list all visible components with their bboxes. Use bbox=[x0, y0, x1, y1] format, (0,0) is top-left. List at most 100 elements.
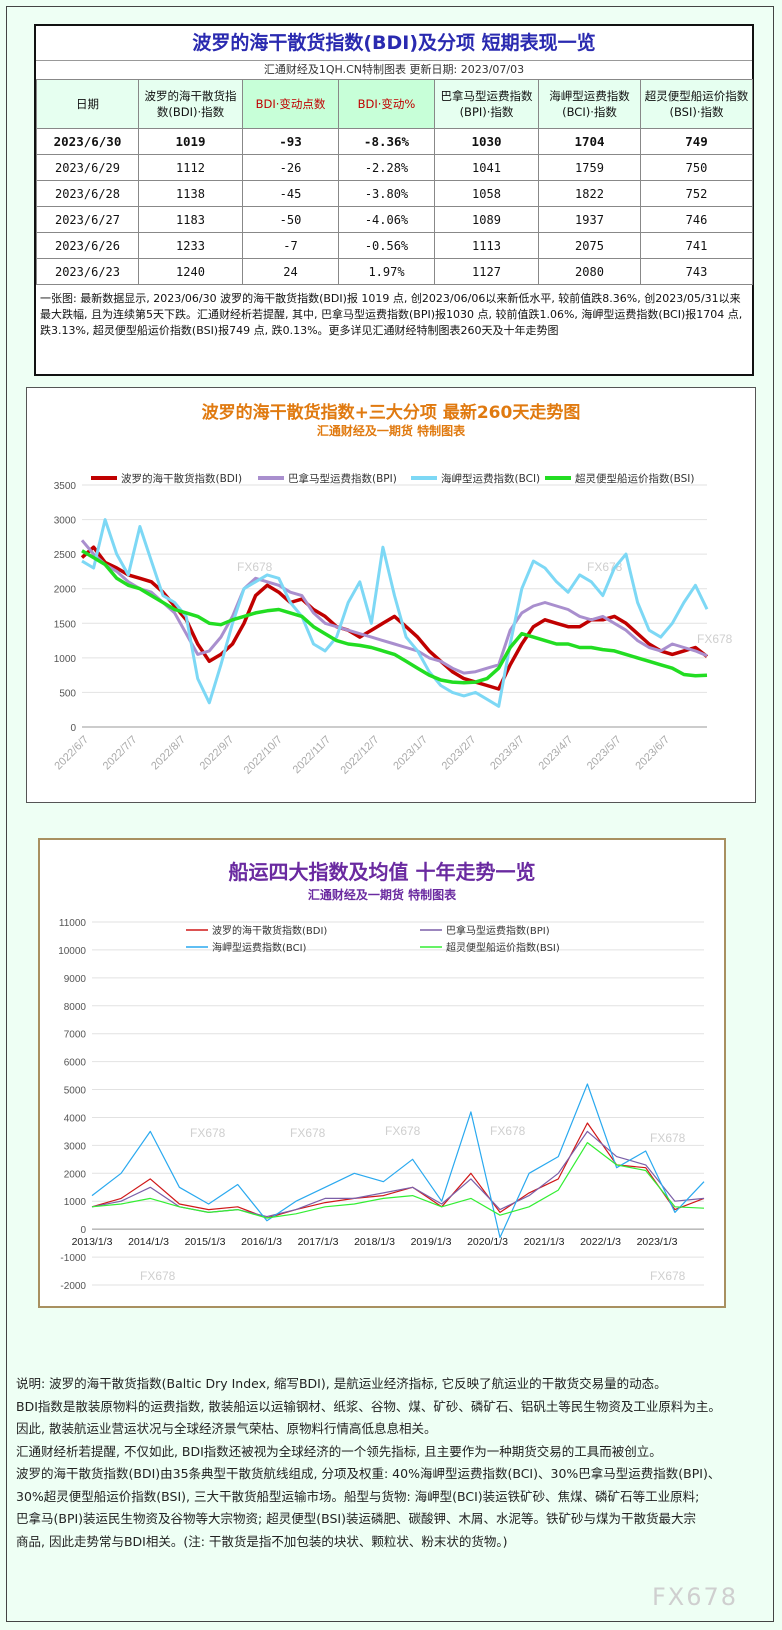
cell: 2075 bbox=[538, 232, 641, 259]
col-header-bdi-change-pct: BDI·变动% bbox=[338, 79, 435, 129]
y-tick-label: -1000 bbox=[60, 1253, 86, 1264]
description-line: 30%超灵便型船运价指数(BSI), 三大干散货船型运输市场。船型与货物: 海岬… bbox=[16, 1488, 700, 1504]
y-tick-label: -2000 bbox=[60, 1281, 86, 1292]
cell: 2023/6/23 bbox=[36, 258, 139, 285]
chart1-subtitle: 汇通财经及一期货 特制图表 bbox=[316, 424, 466, 438]
description-line: 说明: 波罗的海干散货指数(Baltic Dry Index, 缩写BDI), … bbox=[16, 1376, 667, 1391]
cell: 752 bbox=[640, 180, 753, 207]
x-tick-label: 2020/1/3 bbox=[467, 1236, 508, 1248]
description-line: 因此, 散装航运业营运状况与全球经济景气荣枯、原物料行情高低息息相关。 bbox=[16, 1421, 437, 1436]
legend-label: 巴拿马型运费指数(BPI) bbox=[288, 472, 397, 485]
x-tick-label: 2023/3/7 bbox=[488, 734, 527, 773]
index-table: 日期 波罗的海干散货指数(BDI)·指数 BDI·变动点数 BDI·变动% 巴拿… bbox=[36, 79, 753, 285]
watermark-label: FX678 bbox=[190, 1126, 226, 1140]
series-line bbox=[81, 549, 708, 685]
table-row: 2023/6/29 1112 -26 -2.28% 1041 1759 750 bbox=[36, 154, 753, 181]
y-tick-label: 3500 bbox=[54, 481, 77, 492]
watermark-label: FX678 bbox=[290, 1126, 326, 1140]
cell: 750 bbox=[640, 154, 753, 181]
watermark-label: FX678 bbox=[650, 1269, 686, 1283]
col-header-bci: 海岬型运费指数(BCI)·指数 bbox=[538, 79, 641, 129]
y-tick-label: 9000 bbox=[64, 974, 87, 985]
cell: -7 bbox=[242, 232, 339, 259]
watermark-label: FX678 bbox=[650, 1131, 686, 1145]
x-tick-label: 2013/1/3 bbox=[72, 1236, 113, 1248]
x-tick-label: 2022/1/3 bbox=[580, 1236, 621, 1248]
x-tick-label: 2017/1/3 bbox=[298, 1236, 339, 1248]
x-tick-label: 2023/5/7 bbox=[585, 734, 624, 773]
legend-label: 波罗的海干散货指数(BDI) bbox=[121, 472, 242, 485]
table-row: 2023/6/23 1240 24 1.97% 1127 2080 743 bbox=[36, 258, 753, 285]
y-tick-label: 8000 bbox=[64, 1002, 87, 1013]
cell: -50 bbox=[242, 206, 339, 233]
y-tick-label: 4000 bbox=[64, 1113, 87, 1124]
cell: 2080 bbox=[538, 258, 641, 285]
y-tick-label: 0 bbox=[70, 723, 76, 734]
watermark-label: FX678 bbox=[140, 1269, 176, 1283]
cell: 1030 bbox=[434, 128, 539, 155]
x-tick-label: 2015/1/3 bbox=[185, 1236, 226, 1248]
y-tick-label: 3000 bbox=[54, 516, 77, 527]
col-header-date: 日期 bbox=[36, 79, 139, 129]
table-row: 2023/6/27 1183 -50 -4.06% 1089 1937 746 bbox=[36, 206, 753, 233]
y-tick-label: 7000 bbox=[64, 1030, 87, 1041]
cell: 2023/6/29 bbox=[36, 154, 139, 181]
cell: -45 bbox=[242, 180, 339, 207]
page-frame bbox=[6, 6, 774, 1622]
x-tick-label: 2021/1/3 bbox=[524, 1236, 565, 1248]
y-tick-label: 11000 bbox=[59, 918, 87, 929]
chart-ten-year: 船运四大指数及均值 十年走势一览 汇通财经及一期货 特制图表 -2000 -100… bbox=[38, 838, 726, 1308]
cell: 1233 bbox=[138, 232, 243, 259]
y-tick-label: 2000 bbox=[64, 1169, 87, 1180]
watermark-label: FX678 bbox=[587, 560, 623, 574]
cell: 1822 bbox=[538, 180, 641, 207]
cell: 1704 bbox=[538, 128, 641, 155]
cell: 2023/6/28 bbox=[36, 180, 139, 207]
cell: -26 bbox=[242, 154, 339, 181]
cell: 746 bbox=[640, 206, 753, 233]
legend-label: 海岬型运费指数(BCI) bbox=[212, 941, 307, 954]
cell: 749 bbox=[640, 128, 753, 155]
cell: 1041 bbox=[434, 154, 539, 181]
chart1-plot: 0 500 1000 1500 2000 2500 3000 3500 FX678 FX678 FX… bbox=[52, 472, 732, 777]
y-tick-label: 1500 bbox=[54, 619, 77, 630]
legend-label: 海岬型运费指数(BCI) bbox=[441, 472, 540, 485]
chart1-title: 波罗的海干散货指数+三大分项 最新260天走势图 bbox=[201, 403, 581, 423]
cell: -0.56% bbox=[338, 232, 435, 259]
series-line bbox=[91, 1130, 705, 1218]
x-tick-label: 2022/11/7 bbox=[291, 734, 334, 777]
cell: -8.36% bbox=[338, 128, 435, 155]
cell: 1127 bbox=[434, 258, 539, 285]
legend-label: 超灵便型船运价指数(BSI) bbox=[575, 472, 694, 485]
cell: 1019 bbox=[138, 128, 243, 155]
table-row: 2023/6/30 1019 -93 -8.36% 1030 1704 749 bbox=[36, 128, 753, 155]
x-tick-label: 2019/1/3 bbox=[411, 1236, 452, 1248]
table-subtitle: 汇通财经及1QH.CN特制图表 更新日期: 2023/07/03 bbox=[36, 61, 752, 79]
cell: 1112 bbox=[138, 154, 243, 181]
x-tick-label: 2014/1/3 bbox=[128, 1236, 169, 1248]
cell: 1.97% bbox=[338, 258, 435, 285]
x-tick-label: 2023/1/3 bbox=[637, 1236, 678, 1248]
col-header-bdi: 波罗的海干散货指数(BDI)·指数 bbox=[138, 79, 243, 129]
series-line bbox=[91, 1142, 705, 1219]
y-tick-label: 0 bbox=[80, 1225, 86, 1236]
cell: 1089 bbox=[434, 206, 539, 233]
y-tick-label: 1000 bbox=[64, 1197, 87, 1208]
y-tick-label: 2000 bbox=[54, 585, 77, 596]
cell: 1240 bbox=[138, 258, 243, 285]
cell: 1058 bbox=[434, 180, 539, 207]
x-tick-label: 2023/4/7 bbox=[537, 734, 576, 773]
x-tick-label: 2022/7/7 bbox=[101, 734, 140, 773]
x-tick-label: 2022/10/7 bbox=[242, 734, 285, 777]
summary-note: 一张图: 最新数据显示, 2023/06/30 波罗的海干散货指数(BDI)报 … bbox=[40, 292, 743, 337]
cell: 24 bbox=[242, 258, 339, 285]
x-tick-label: 2022/9/7 bbox=[198, 734, 237, 773]
cell: 2023/6/30 bbox=[36, 128, 139, 155]
table-row: 2023/6/26 1233 -7 -0.56% 1113 2075 741 bbox=[36, 232, 753, 259]
cell: 1183 bbox=[138, 206, 243, 233]
table-row: 2023/6/28 1138 -45 -3.80% 1058 1822 752 bbox=[36, 180, 753, 207]
x-tick-label: 2023/1/7 bbox=[391, 734, 430, 773]
col-header-bpi: 巴拿马型运费指数(BPI)·指数 bbox=[434, 79, 539, 129]
cell: 741 bbox=[640, 232, 753, 259]
y-tick-label: 3000 bbox=[64, 1141, 87, 1152]
